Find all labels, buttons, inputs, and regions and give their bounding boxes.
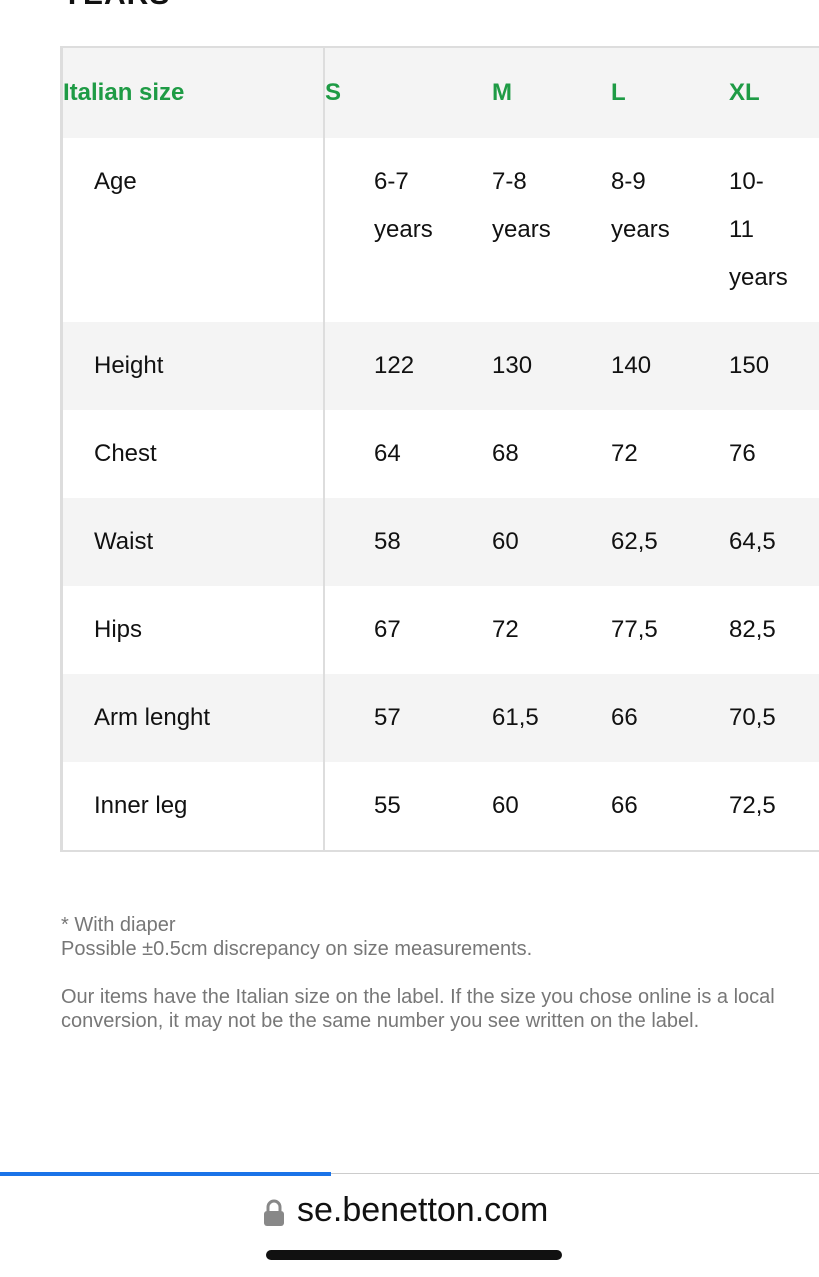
note: Possible ±0.5cm discrepancy on size meas… (61, 938, 533, 960)
home-indicator (266, 1250, 562, 1260)
table-row: Chest 64 68 72 76 (63, 410, 819, 498)
cell-text: 150 (729, 352, 770, 379)
cell-text: M (492, 79, 512, 106)
cell-text: 61,5 (492, 704, 539, 731)
cell-text: 6-7 years (374, 168, 433, 243)
cell: 72 (611, 410, 729, 498)
cell: 67 (325, 586, 492, 674)
cell-text: 60 (492, 528, 519, 555)
table-row: Hips 67 72 77,5 82,5 (63, 586, 819, 674)
cell-text: 68 (492, 440, 519, 467)
cell-text: 67 (374, 616, 401, 643)
cell: 122 (325, 322, 492, 410)
cell: 140 (611, 322, 729, 410)
note: * With diaper (61, 914, 176, 936)
cell: 68 (492, 410, 611, 498)
cell-text: 72 (492, 616, 519, 643)
cell: 150 (729, 322, 819, 410)
notes: * With diaper Possible ±0.5cm discrepancy… (61, 913, 781, 1057)
row-label: Hips (63, 586, 325, 674)
cell: M (492, 48, 611, 138)
row-label: Age (63, 138, 325, 322)
row-label: Height (63, 322, 325, 410)
cell-text: XL (729, 79, 760, 106)
cell-text: 55 (374, 792, 401, 819)
cell: L (611, 48, 729, 138)
row-label: Italian size (63, 48, 325, 138)
cell: 72 (492, 586, 611, 674)
heading: YEARS (62, 0, 170, 12)
cell-text: 66 (611, 792, 638, 819)
progress-track (0, 1173, 819, 1174)
cell-text: 122 (374, 352, 415, 379)
row-label: Arm lenght (63, 674, 325, 762)
cell: XL (729, 48, 819, 138)
cell-text: S (325, 79, 342, 106)
cell: 66 (611, 762, 729, 850)
table-row: Height 122 130 140 150 (63, 322, 819, 410)
cell: 62,5 (611, 498, 729, 586)
cell: 64 (325, 410, 492, 498)
cell-text: 10-11 years (729, 168, 788, 291)
cell-text: 82,5 (729, 616, 776, 643)
size-table: Italian size S M L XL Age 6-7 years 7-8 years 8-… (60, 46, 819, 852)
cell-text: 64 (374, 440, 401, 467)
cell-text: 66 (611, 704, 638, 731)
cell-text: 64,5 (729, 528, 776, 555)
header-row: Italian size S M L XL (63, 48, 819, 138)
cell-text: 57 (374, 704, 401, 731)
cell: 60 (492, 498, 611, 586)
cell: 72,5 (729, 762, 819, 850)
cell: 64,5 (729, 498, 819, 586)
cell: 130 (492, 322, 611, 410)
url[interactable]: se.benetton.com (297, 1191, 549, 1229)
cell-text: 62,5 (611, 528, 658, 555)
cell-text: 60 (492, 792, 519, 819)
cell-text: 8-9 years (611, 168, 670, 243)
cell-text: 72,5 (729, 792, 776, 819)
table-row: Age 6-7 years 7-8 years 8-9 years 10-11 year… (63, 138, 819, 322)
cell-text: 140 (611, 352, 652, 379)
cell-text: 77,5 (611, 616, 658, 643)
cell-text: L (611, 79, 626, 106)
cell: 76 (729, 410, 819, 498)
cell: 77,5 (611, 586, 729, 674)
table-row: Inner leg 55 60 66 72,5 (63, 762, 819, 850)
cell-text: 58 (374, 528, 401, 555)
cell-text: 7-8 years (492, 168, 551, 243)
note: Our items have the Italian size on the l… (61, 986, 775, 1032)
cell: 58 (325, 498, 492, 586)
cell-text: 72 (611, 440, 638, 467)
cell-text: 130 (492, 352, 533, 379)
cell: 8-9 years (611, 138, 729, 274)
table-row: Arm lenght 57 61,5 66 70,5 (63, 674, 819, 762)
lock-icon (264, 1199, 284, 1226)
cell: 10-11 years (729, 138, 819, 322)
cell: 57 (325, 674, 492, 762)
cell: 55 (325, 762, 492, 850)
row-label: Inner leg (63, 762, 325, 850)
cell: 70,5 (729, 674, 819, 762)
cell: S (325, 48, 492, 138)
progress-bar (0, 1172, 331, 1176)
cell: 7-8 years (492, 138, 611, 274)
cell: 82,5 (729, 586, 819, 674)
cell-text: 76 (729, 440, 756, 467)
row-label: Chest (63, 410, 325, 498)
row-label: Waist (63, 498, 325, 586)
table-row: Waist 58 60 62,5 64,5 (63, 498, 819, 586)
cell: 66 (611, 674, 729, 762)
cell: 6-7 years (325, 138, 492, 274)
cell-text: 70,5 (729, 704, 776, 731)
cell: 61,5 (492, 674, 611, 762)
cell: 60 (492, 762, 611, 850)
